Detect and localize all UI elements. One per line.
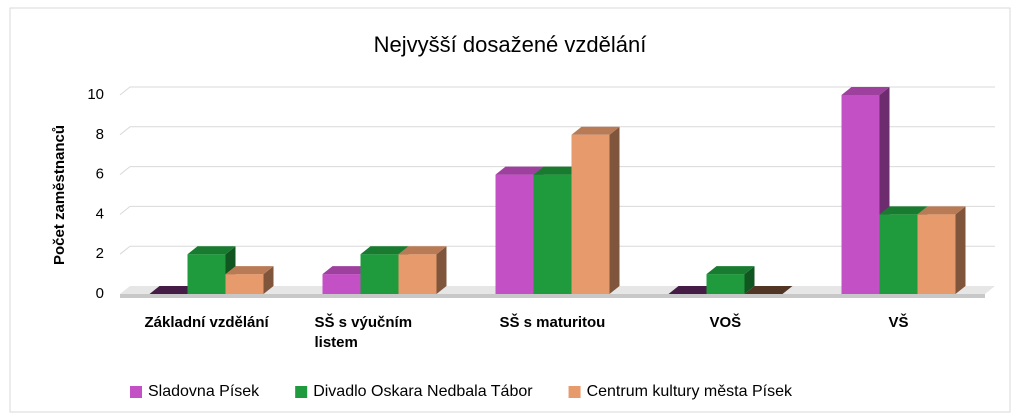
bar [360, 254, 399, 294]
y-tick-label: 4 [96, 205, 104, 222]
legend-label: Centrum kultury města Písek [587, 383, 793, 400]
bar [225, 274, 264, 294]
y-tick-label: 6 [96, 166, 104, 183]
grid-line [119, 245, 995, 255]
bar-side [955, 206, 966, 294]
y-tick-label: 2 [96, 245, 104, 262]
y-tick-label: 8 [96, 126, 104, 143]
x-tick-label: Základní vzdělání [144, 314, 269, 331]
grid-line [119, 205, 995, 215]
legend-label: Sladovna Písek [148, 383, 260, 400]
bar-top [360, 246, 409, 255]
bar-top [149, 286, 198, 294]
bar-top [225, 266, 274, 275]
chart-title: Nejvyšší dosažené vzdělání [374, 32, 647, 57]
x-tick-label: SŠ s výučním listem [314, 314, 413, 351]
bar-top [571, 126, 620, 135]
bar [187, 254, 226, 294]
bar-top [706, 266, 755, 275]
bar [495, 174, 534, 294]
bar [917, 214, 956, 294]
legend-swatch [568, 386, 581, 398]
y-tick-label: 10 [87, 86, 104, 103]
y-tick-label: 0 [96, 285, 104, 302]
bar-top [495, 166, 544, 175]
bar [571, 134, 610, 294]
bar-side [436, 246, 447, 294]
x-tick-label: SŠ s maturitou [499, 314, 606, 331]
bar-side [744, 266, 755, 294]
bar [398, 254, 437, 294]
bar-side [263, 266, 274, 294]
bar-top [187, 246, 236, 255]
bar-top [533, 166, 582, 175]
x-tick-label: VŠ [888, 314, 909, 331]
floor-front [120, 294, 985, 298]
bar [879, 214, 918, 294]
grid-line [119, 86, 995, 96]
bar-top [398, 246, 447, 255]
bar-top [668, 286, 717, 294]
bar [322, 274, 361, 294]
legend-swatch [295, 386, 308, 398]
bar-top [744, 286, 793, 294]
bar-top [879, 206, 928, 215]
legend-swatch [130, 386, 142, 398]
bar-top [841, 87, 890, 95]
bar-top [917, 206, 966, 215]
bar [706, 274, 745, 294]
legend-label: Divadlo Oskara Nedbala Tábor [313, 383, 533, 400]
bar [841, 95, 880, 294]
y-axis-label: Počet zaměstnanců [51, 125, 68, 265]
x-tick-label: VOŠ [709, 314, 742, 331]
grid-line [119, 126, 995, 136]
grid-line [119, 166, 995, 175]
bar [533, 174, 572, 294]
bar-top [322, 266, 371, 275]
bar-side [609, 126, 620, 294]
